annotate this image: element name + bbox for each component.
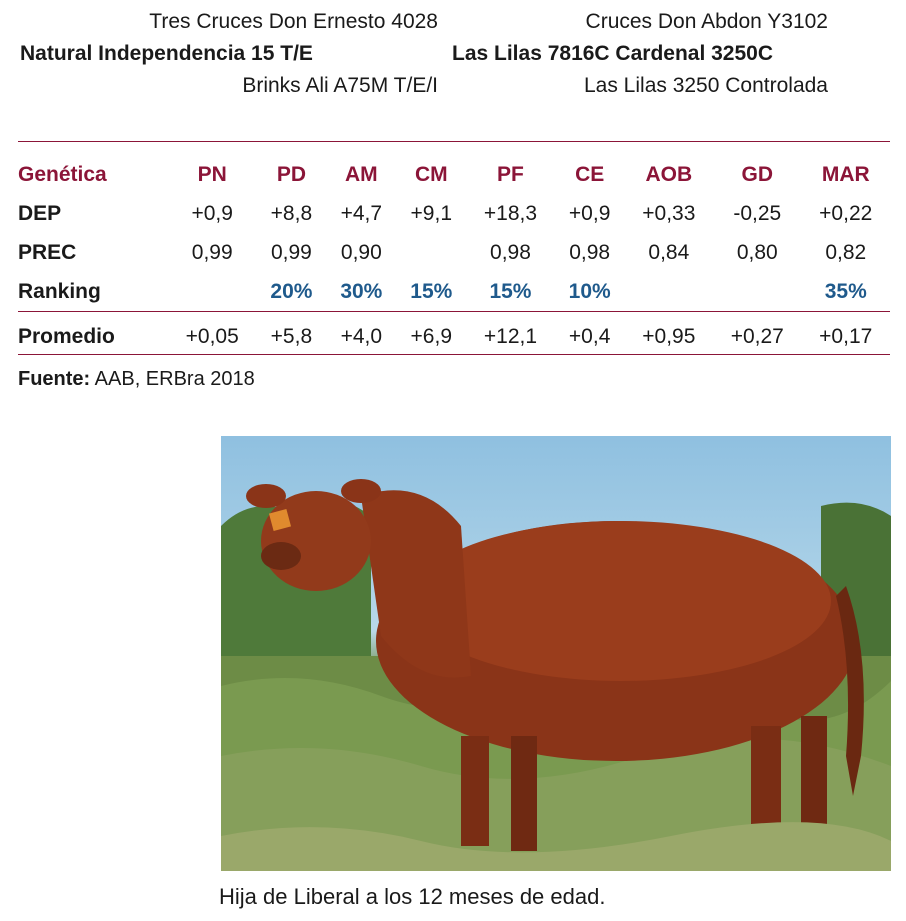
pedigree-right: Cruces Don Abdon Y3102 Las Lilas 7816C C…	[452, 6, 828, 102]
genetics-header-row: Genética PN PD AM CM PF CE AOB GD MAR	[18, 155, 890, 194]
table-cell: 0,82	[825, 240, 867, 264]
col-header: MAR	[821, 162, 870, 186]
source-text: AAB, ERBra 2018	[90, 368, 255, 390]
pedigree-dam-of-sire: Brinks Ali A75M T/E/I	[242, 74, 438, 97]
table-cell: 30%	[340, 279, 383, 303]
table-cell: +0,95	[642, 324, 696, 348]
pedigree-sire: Natural Independencia 15 T/E	[20, 42, 313, 65]
table-cell: +4,7	[340, 201, 383, 225]
col-header: PD	[276, 162, 306, 186]
pedigree-left: Tres Cruces Don Ernesto 4028 Natural Ind…	[0, 6, 438, 102]
table-cell	[625, 272, 713, 311]
col-header: AM	[345, 162, 378, 186]
col-header: AOB	[645, 162, 693, 186]
table-cell: 15%	[489, 279, 532, 303]
col-header: PF	[497, 162, 524, 186]
table-cell: 0,84	[648, 240, 690, 264]
table-cell: 10%	[568, 279, 611, 303]
table-cell: 0,90	[340, 240, 382, 264]
table-cell: 15%	[410, 279, 453, 303]
bottom-divider	[18, 354, 890, 355]
table-cell: +4,0	[340, 324, 383, 348]
row-label: Ranking	[18, 279, 101, 303]
table-cell: 35%	[824, 279, 867, 303]
table-cell: +0,33	[642, 201, 696, 225]
source-note: Fuente: AAB, ERBra 2018	[18, 368, 255, 391]
table-cell	[713, 272, 801, 311]
table-cell: 20%	[270, 279, 313, 303]
col-header: GD	[741, 162, 774, 186]
pedigree-dam: Las Lilas 7816C Cardenal 3250C	[452, 42, 774, 65]
table-cell: +0,05	[185, 324, 239, 348]
table-cell: +18,3	[483, 201, 538, 225]
table-cell: +0,22	[819, 201, 873, 225]
table-row-promedio: Promedio +0,05 +5,8 +4,0 +6,9 +12,1 +0,4…	[18, 311, 890, 356]
source-label: Fuente:	[18, 368, 91, 390]
table-cell	[396, 233, 466, 272]
table-cell: +0,27	[730, 324, 784, 348]
top-divider	[18, 141, 890, 142]
table-cell: 0,98	[490, 240, 531, 264]
photo-caption: Hija de Liberal a los 12 meses de edad.	[219, 884, 606, 909]
table-cell: +5,8	[270, 324, 313, 348]
table-cell: +9,1	[410, 201, 453, 225]
table-cell: +12,1	[483, 324, 538, 348]
table-cell: +8,8	[270, 201, 313, 225]
table-cell: +0,4	[568, 324, 611, 348]
table-cell: +0,9	[568, 201, 611, 225]
heifer-illustration	[221, 479, 891, 871]
table-cell: +0,17	[819, 324, 873, 348]
genetics-header-label: Genética	[18, 162, 107, 186]
row-label: PREC	[18, 240, 77, 264]
table-row-ranking: Ranking 20% 30% 15% 15% 10% 35%	[18, 272, 890, 311]
pedigree-dam-of-dam: Las Lilas 3250 Controlada	[583, 74, 828, 97]
table-cell: -0,25	[733, 201, 782, 225]
table-cell: 0,99	[270, 240, 312, 264]
col-header: CM	[414, 162, 448, 186]
table-cell	[168, 272, 256, 311]
col-header: CE	[575, 162, 605, 186]
table-row-dep: DEP +0,9 +8,8 +4,7 +9,1 +18,3 +0,9 +0,33…	[18, 194, 890, 233]
pedigree-sire-of-sire: Tres Cruces Don Ernesto 4028	[149, 10, 438, 33]
row-label: Promedio	[18, 324, 115, 348]
row-label: DEP	[18, 201, 62, 225]
red-heifer-photo	[221, 436, 891, 871]
table-cell: 0,80	[736, 240, 778, 264]
mid-divider	[18, 311, 890, 312]
table-cell: 0,99	[191, 240, 233, 264]
table-cell: +6,9	[410, 324, 453, 348]
table-cell: +0,9	[191, 201, 233, 225]
genetics-table: Genética PN PD AM CM PF CE AOB GD MAR DE…	[18, 155, 890, 356]
pedigree-sire-of-dam: Cruces Don Abdon Y3102	[585, 10, 828, 33]
col-header: PN	[197, 162, 227, 186]
table-cell: 0,98	[569, 240, 611, 264]
table-row-prec: PREC 0,99 0,99 0,90 0,98 0,98 0,84 0,80 …	[18, 233, 890, 272]
